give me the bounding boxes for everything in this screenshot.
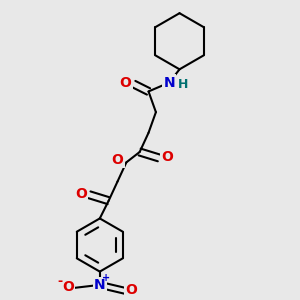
Text: N: N	[94, 278, 106, 292]
Text: O: O	[125, 283, 137, 297]
Text: O: O	[62, 280, 74, 294]
Text: O: O	[120, 76, 131, 90]
Text: N: N	[164, 76, 175, 90]
Text: H: H	[178, 78, 189, 91]
Text: O: O	[112, 153, 124, 167]
Text: O: O	[75, 187, 87, 201]
Text: -: -	[57, 275, 62, 288]
Text: +: +	[102, 273, 110, 284]
Text: O: O	[161, 150, 173, 164]
